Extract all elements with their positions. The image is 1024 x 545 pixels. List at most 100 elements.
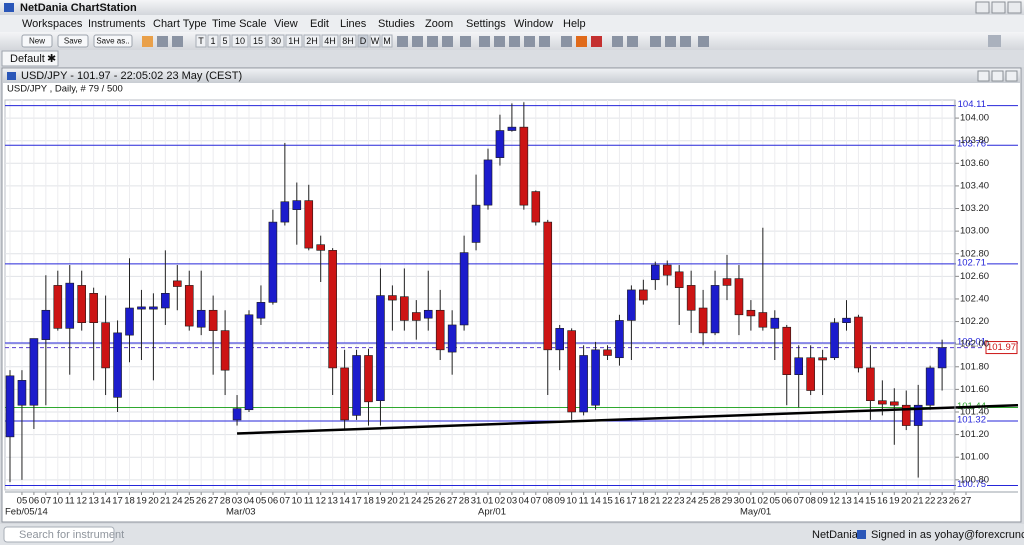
- menu-item[interactable]: Window: [514, 18, 553, 30]
- x-tick-label: 07: [41, 496, 52, 507]
- period-button[interactable]: [195, 34, 207, 48]
- tool-icon[interactable]: [576, 36, 587, 47]
- tool-icon[interactable]: [524, 36, 535, 47]
- chart-maximize[interactable]: [991, 70, 1004, 82]
- menu: Workspaces Instruments Chart Type Time Scal…: [22, 18, 586, 30]
- toolbar-menu[interactable]: [988, 35, 1001, 47]
- chart-minimize[interactable]: [977, 70, 990, 82]
- menu-item[interactable]: Zoom: [425, 18, 453, 30]
- period-button[interactable]: [249, 34, 267, 48]
- candle-body: [901, 404, 911, 426]
- candle-body: [29, 338, 39, 406]
- menu-item[interactable]: Edit: [310, 18, 329, 30]
- period-button[interactable]: [231, 34, 249, 48]
- menu-item[interactable]: Settings: [466, 18, 506, 30]
- toolbar-button[interactable]: [57, 34, 89, 48]
- candle-body: [328, 250, 337, 369]
- menu-item[interactable]: Chart Type: [153, 18, 207, 30]
- period-button[interactable]: [303, 34, 321, 48]
- x-tick-label: 18: [638, 496, 649, 507]
- x-tick-label: 15: [602, 496, 613, 507]
- x-tick-label: 17: [112, 496, 123, 507]
- x-tick-label: 12: [76, 496, 87, 507]
- tool-icon[interactable]: [397, 36, 408, 47]
- tool-icon[interactable]: [427, 36, 438, 47]
- y-tick-label: 102.60: [960, 271, 989, 282]
- period-button[interactable]: [369, 34, 381, 48]
- tab[interactable]: [1, 50, 59, 67]
- menu-item[interactable]: Help: [563, 18, 586, 30]
- period-button[interactable]: [219, 34, 231, 48]
- y-tick-label: 103.80: [960, 135, 989, 146]
- tool-icon[interactable]: [460, 36, 471, 47]
- level-label-bg: [956, 257, 987, 269]
- x-tick-label: 19: [889, 496, 900, 507]
- tool-icon[interactable]: [539, 36, 550, 47]
- menu-item[interactable]: Instruments: [88, 18, 146, 30]
- menu-item[interactable]: Lines: [340, 18, 367, 30]
- x-tick-label: 17: [626, 496, 637, 507]
- x-tick-label: 11: [304, 496, 314, 507]
- tool-icon[interactable]: [612, 36, 623, 47]
- chart-close[interactable]: [1005, 70, 1018, 82]
- tool-icon[interactable]: [591, 36, 602, 47]
- period-label: 30: [271, 36, 281, 46]
- minimize-button[interactable]: [975, 1, 990, 14]
- x-tick-label: 19: [375, 496, 386, 507]
- period-button[interactable]: [357, 34, 369, 48]
- chart-type-icon[interactable]: [142, 36, 153, 47]
- period-button[interactable]: [321, 34, 339, 48]
- candle-body: [842, 317, 851, 323]
- menu-item[interactable]: Workspaces: [22, 18, 83, 30]
- x-tick-label: 05: [17, 496, 28, 507]
- zoom-icon[interactable]: [650, 36, 661, 47]
- tool-icon[interactable]: [442, 36, 453, 47]
- zoom-icon[interactable]: [665, 36, 676, 47]
- tool-icon[interactable]: [561, 36, 572, 47]
- y-tick-label: 103.20: [960, 203, 989, 214]
- tool-icon[interactable]: [627, 36, 638, 47]
- candle-body: [710, 285, 720, 334]
- candle-body: [627, 289, 636, 321]
- maximize-button[interactable]: [991, 1, 1006, 14]
- candle-body: [459, 252, 469, 326]
- level-label-bg: [956, 415, 987, 427]
- period-label: 1: [210, 36, 215, 46]
- chart-type-icon[interactable]: [157, 36, 168, 47]
- menu-item[interactable]: Studies: [378, 18, 415, 30]
- app-icon: [4, 3, 14, 12]
- tool-icon[interactable]: [412, 36, 423, 47]
- menu-item[interactable]: Time Scale: [212, 18, 267, 30]
- tool-icon[interactable]: [479, 36, 490, 47]
- zoom-icon[interactable]: [680, 36, 691, 47]
- x-tick-label: 17: [351, 496, 362, 507]
- zoom-icon[interactable]: [698, 36, 709, 47]
- toolbar-button[interactable]: [21, 34, 53, 48]
- period-button[interactable]: [207, 34, 219, 48]
- candles: [5, 102, 1019, 483]
- period-button[interactable]: [267, 34, 285, 48]
- period-button[interactable]: [381, 34, 393, 48]
- tool-icon[interactable]: [494, 36, 505, 47]
- window-controls[interactable]: [975, 1, 1022, 14]
- tool-icon[interactable]: [509, 36, 520, 47]
- search-box[interactable]: [3, 526, 115, 543]
- close-button[interactable]: [1007, 1, 1022, 14]
- x-tick-label: 11: [579, 496, 589, 507]
- period-button[interactable]: [285, 34, 303, 48]
- x-tick-label: 06: [29, 496, 40, 507]
- toolbar-button-label: New: [29, 37, 45, 46]
- candle-body: [53, 285, 63, 329]
- trendline: [237, 403, 1019, 435]
- x-tick-label: 05: [256, 496, 267, 507]
- level-label-bg: [956, 479, 987, 491]
- y-tick-label: 101.40: [960, 407, 989, 418]
- chart-type-icon[interactable]: [172, 36, 183, 47]
- x-tick-label: 22: [925, 496, 936, 507]
- toolbar-button[interactable]: [93, 34, 133, 48]
- period-button[interactable]: [339, 34, 357, 48]
- menu-item[interactable]: View: [274, 18, 298, 30]
- x-tick-label: 02: [758, 496, 769, 507]
- candle-body: [304, 200, 314, 249]
- x-tick-label: 20: [387, 496, 398, 507]
